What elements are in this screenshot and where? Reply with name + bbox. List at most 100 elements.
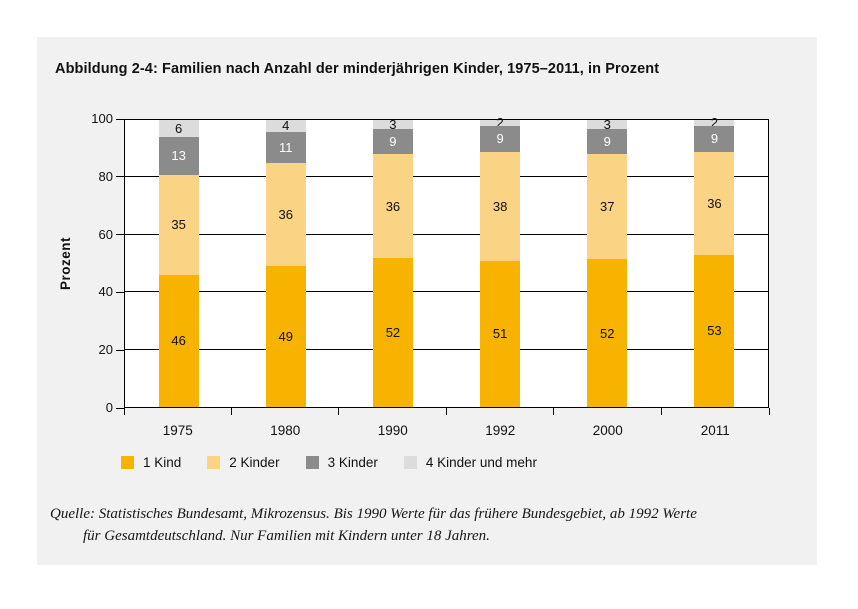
bar-segment: 37 bbox=[587, 154, 628, 260]
bar-segment: 3 bbox=[587, 116, 628, 132]
stacked-bar-1975: 46 35 13 6 bbox=[158, 120, 199, 407]
bar-value-label: 36 bbox=[385, 198, 401, 214]
bar-segment: 3 bbox=[372, 116, 413, 132]
source-line-1: Quelle: Statistisches Bundesamt, Mikroze… bbox=[50, 506, 697, 522]
legend-label: 1 Kind bbox=[143, 455, 182, 470]
bar-segment: 36 bbox=[265, 163, 306, 267]
x-tick-mark bbox=[553, 408, 555, 415]
y-tick-mark bbox=[116, 176, 124, 178]
bar-segment: 4 bbox=[265, 119, 306, 132]
x-axis-label-2000: 2000 bbox=[592, 423, 623, 438]
x-axis-label-1990: 1990 bbox=[377, 423, 408, 438]
y-tick-label: 40 bbox=[98, 284, 113, 300]
bar-column-1975: 46 35 13 6 bbox=[125, 120, 232, 407]
legend-swatch bbox=[403, 456, 417, 469]
x-tick-mark bbox=[123, 408, 125, 415]
gridline bbox=[125, 233, 768, 235]
x-axis-label-1992: 1992 bbox=[485, 423, 516, 438]
bar-value-label: 3 bbox=[389, 116, 397, 132]
bar-value-label: 2 bbox=[710, 115, 719, 131]
gridline bbox=[125, 348, 768, 350]
bar-segment: 51 bbox=[480, 260, 521, 407]
legend-label: 2 Kinder bbox=[229, 455, 280, 470]
legend-swatch bbox=[305, 456, 319, 469]
bar-segment: 2 bbox=[480, 116, 521, 129]
bar-segment: 9 bbox=[372, 128, 413, 155]
bar-segment: 9 bbox=[480, 125, 521, 152]
legend-item: 1 Kind bbox=[121, 455, 181, 470]
x-axis-label-1975: 1975 bbox=[162, 423, 193, 438]
stacked-bar-1992: 51 38 9 2 bbox=[480, 116, 521, 407]
x-tick-mark bbox=[446, 408, 447, 415]
x-tick-mark bbox=[230, 408, 232, 415]
bar-segment: 49 bbox=[265, 266, 306, 407]
bar-segment: 13 bbox=[158, 137, 199, 175]
bar-segment: 6 bbox=[158, 120, 199, 138]
bar-value-label: 53 bbox=[707, 323, 722, 339]
stacked-bar-1990: 52 36 9 3 bbox=[372, 116, 413, 407]
bar-value-label: 3 bbox=[603, 116, 611, 132]
bar-segment: 36 bbox=[694, 151, 735, 255]
stacked-bar-2011: 53 36 9 2 bbox=[694, 116, 735, 407]
bar-segment: 9 bbox=[694, 125, 735, 152]
bar-segment: 52 bbox=[587, 259, 628, 407]
chart-legend: 1 Kind 2 Kinder 3 Kinder 4 Kinder und mehr bbox=[121, 455, 537, 470]
bar-segment: 46 bbox=[158, 274, 199, 407]
y-tick-label: 80 bbox=[98, 168, 113, 184]
y-axis-tick-labels: 0 20 40 60 80 100 bbox=[37, 111, 113, 415]
bar-value-label: 38 bbox=[492, 198, 508, 214]
x-tick-mark bbox=[661, 408, 662, 415]
bar-value-label: 9 bbox=[496, 131, 504, 147]
y-tick-label: 100 bbox=[91, 111, 113, 126]
bar-value-label: 2 bbox=[496, 115, 504, 131]
bar-value-label: 9 bbox=[389, 134, 397, 150]
bar-value-label: 6 bbox=[174, 121, 183, 137]
y-axis-tick-marks bbox=[116, 118, 124, 409]
x-axis-label-1980: 1980 bbox=[270, 423, 301, 438]
x-axis-tick-marks bbox=[123, 408, 770, 415]
y-tick-label: 0 bbox=[105, 400, 113, 415]
x-tick-mark bbox=[338, 408, 340, 415]
stacked-bar-1980: 49 36 11 4 bbox=[265, 119, 306, 407]
gridline bbox=[125, 176, 768, 178]
bar-segment: 36 bbox=[372, 154, 413, 258]
legend-item: 2 Kinder bbox=[207, 455, 280, 470]
gridline bbox=[125, 291, 768, 293]
stacked-bar-2000: 52 37 9 3 bbox=[587, 116, 628, 407]
bar-column-1992: 51 38 9 2 bbox=[447, 116, 554, 407]
bar-segment: 2 bbox=[694, 116, 735, 129]
legend-label: 4 Kinder und mehr bbox=[425, 455, 537, 470]
bar-segment: 11 bbox=[265, 131, 306, 164]
legend-swatch bbox=[121, 456, 134, 469]
source-note: Quelle: Statistisches Bundesamt, Mikroze… bbox=[50, 503, 697, 547]
y-tick-mark bbox=[116, 407, 124, 409]
bar-value-label: 52 bbox=[385, 324, 401, 340]
source-line-2: für Gesamtdeutschland. Nur Familien mit … bbox=[83, 528, 490, 544]
plot-area: 46 35 13 6 49 36 11 4 52 36 9 3 51 38 9 2 52 37 9 3 53 36 9 2 bbox=[124, 116, 769, 408]
y-tick-mark bbox=[116, 349, 124, 351]
bar-column-2000: 52 37 9 3 bbox=[554, 116, 661, 407]
bar-column-1980: 49 36 11 4 bbox=[232, 119, 339, 407]
bar-column-2011: 53 36 9 2 bbox=[661, 116, 768, 407]
bar-value-label: 36 bbox=[707, 195, 722, 211]
bar-value-label: 51 bbox=[492, 326, 508, 342]
bar-series-container: 46 35 13 6 49 36 11 4 52 36 9 3 51 38 9 2 52 37 9 3 53 36 9 2 bbox=[125, 116, 768, 407]
bar-segment: 35 bbox=[158, 174, 199, 275]
bar-value-label: 36 bbox=[278, 207, 293, 223]
x-axis-labels: 1975 1980 1990 1992 2000 2011 bbox=[124, 423, 769, 438]
y-tick-label: 60 bbox=[98, 226, 113, 242]
y-tick-mark bbox=[116, 291, 124, 293]
y-tick-mark bbox=[116, 118, 124, 120]
bar-segment: 38 bbox=[480, 151, 521, 261]
legend-label: 3 Kinder bbox=[327, 455, 378, 470]
bar-segment: 53 bbox=[694, 254, 735, 407]
figure-panel: Abbildung 2-4: Familien nach Anzahl der … bbox=[37, 37, 817, 565]
bar-value-label: 46 bbox=[171, 333, 186, 349]
figure-title: Abbildung 2-4: Familien nach Anzahl der … bbox=[55, 61, 660, 77]
x-axis-label-2011: 2011 bbox=[700, 423, 730, 438]
legend-item: 3 Kinder bbox=[305, 455, 378, 470]
bar-value-label: 11 bbox=[279, 139, 293, 155]
bar-value-label: 49 bbox=[278, 329, 293, 345]
legend-swatch bbox=[207, 456, 221, 469]
